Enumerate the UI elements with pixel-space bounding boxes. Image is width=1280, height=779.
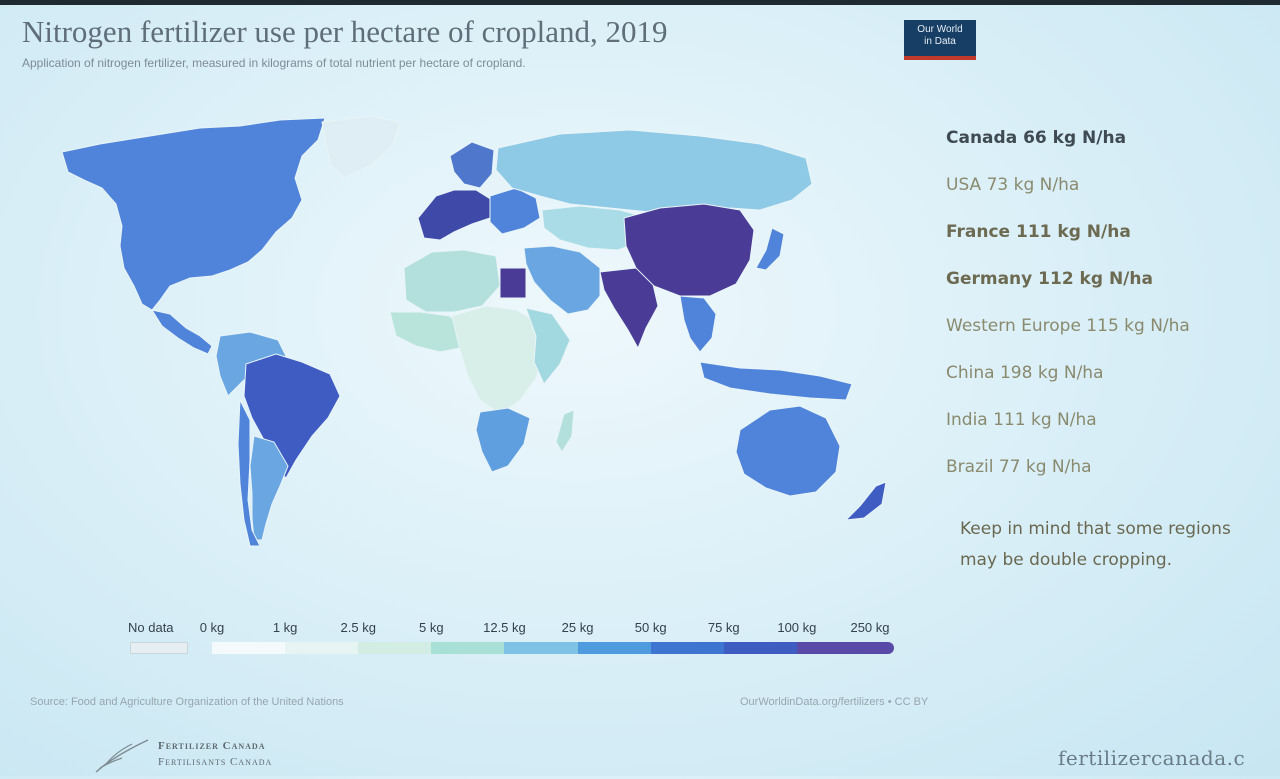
legend-label-0: 0 kg	[199, 620, 225, 635]
chart-subtitle: Application of nitrogen fertilizer, meas…	[22, 56, 526, 70]
owid-logo-line1: Our World	[917, 24, 963, 35]
region-chile	[237, 398, 261, 547]
region-southeast-asia	[679, 295, 717, 353]
license-link[interactable]: OurWorldinData.org/fertilizers • CC BY	[740, 696, 929, 708]
fact-brazil: Brazil 77 kg N/ha	[946, 457, 1092, 477]
world-map	[61, 115, 887, 547]
source-note: Source: Food and Agriculture Organizatio…	[30, 696, 344, 708]
region-china	[623, 203, 755, 297]
legend-label-3: 5 kg	[419, 620, 444, 635]
map-legend: No data 0 kg 1 kg 2.5 kg 5 kg 12.5 kg 25 kg 50…	[128, 620, 908, 660]
fertilizer-canada-logo: Fertilizer Canada Fertilisants Canada	[92, 734, 332, 774]
region-egypt	[499, 267, 527, 299]
region-australia	[735, 405, 841, 497]
region-europe-west	[417, 189, 493, 241]
region-north-america	[61, 117, 326, 311]
legend-no-data-swatch[interactable]	[130, 642, 188, 654]
screen-top-edge	[0, 0, 1280, 5]
legend-label-5: 25 kg	[561, 620, 594, 635]
legend-color-bin-4[interactable]	[504, 642, 578, 654]
legend-label-6: 50 kg	[634, 620, 667, 635]
fact-western-europe: Western Europe 115 kg N/ha	[946, 316, 1190, 336]
legend-label-2: 2.5 kg	[340, 620, 376, 635]
region-north-africa	[403, 249, 501, 313]
fact-india: India 111 kg N/ha	[946, 410, 1097, 430]
legend-color-bin-5[interactable]	[577, 642, 651, 654]
org-name-english: Fertilizer Canada	[158, 740, 266, 752]
legend-label-8: 100 kg	[777, 620, 817, 635]
org-website[interactable]: fertilizercanada.c	[1058, 746, 1246, 770]
region-middle-east	[523, 245, 601, 315]
legend-color-bin-3[interactable]	[431, 642, 505, 654]
fact-france: France 111 kg N/ha	[946, 222, 1131, 242]
legend-color-bin-6[interactable]	[650, 642, 724, 654]
fact-canada: Canada 66 kg N/ha	[946, 128, 1127, 148]
legend-label-1: 1 kg	[272, 620, 298, 635]
wheat-icon	[95, 739, 149, 773]
region-madagascar	[555, 409, 575, 453]
fact-china: China 198 kg N/ha	[946, 363, 1104, 383]
chart-title: Nitrogen fertilizer use per hectare of c…	[22, 14, 668, 49]
legend-color-bin-1[interactable]	[285, 642, 359, 654]
facts-panel: Canada 66 kg N/ha USA 73 kg N/ha France …	[946, 128, 1276, 504]
region-argentina	[249, 435, 289, 541]
region-europe-east	[489, 187, 541, 235]
legend-color-bin-8[interactable]	[796, 642, 894, 654]
region-central-africa	[451, 305, 545, 415]
region-central-america	[150, 309, 213, 355]
double-cropping-note: Keep in mind that some regions may be do…	[960, 519, 1231, 570]
legend-label-4: 12.5 kg	[483, 620, 526, 635]
owid-logo[interactable]: Our World in Data	[904, 20, 976, 60]
legend-label-7: 75 kg	[707, 620, 740, 635]
org-name-french: Fertilisants Canada	[158, 756, 273, 768]
region-greenland	[321, 115, 401, 179]
region-east-africa	[525, 307, 571, 385]
region-russia	[495, 129, 813, 213]
fact-usa: USA 73 kg N/ha	[946, 175, 1080, 195]
legend-color-bin-0[interactable]	[212, 642, 286, 654]
region-indonesia	[699, 361, 853, 401]
legend-label-9: 250 kg	[850, 620, 890, 635]
fact-germany: Germany 112 kg N/ha	[946, 269, 1153, 289]
legend-color-bin-7[interactable]	[723, 642, 797, 654]
region-japan	[755, 227, 785, 271]
region-europe-north	[449, 141, 495, 189]
legend-color-bin-2[interactable]	[358, 642, 432, 654]
region-south-africa	[475, 407, 531, 473]
region-new-zealand	[844, 481, 887, 521]
legend-no-data-label: No data	[128, 620, 174, 635]
owid-logo-line2: in Data	[924, 36, 956, 47]
